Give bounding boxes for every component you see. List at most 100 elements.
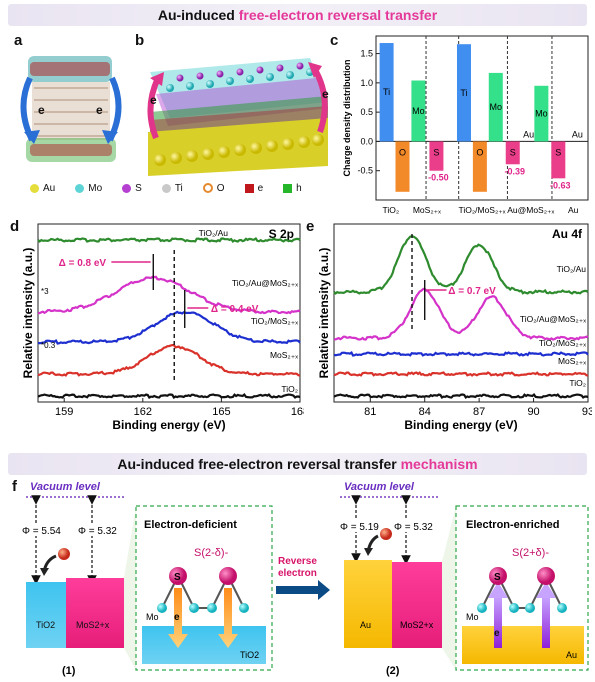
- structure-b: e e: [147, 58, 329, 176]
- d-delta-2: Δ = 0.4 eV: [211, 304, 259, 315]
- spectrum-label: TiO₂: [281, 384, 298, 394]
- right-s-atom-2: [537, 567, 555, 585]
- legend-swatch-S: [122, 183, 132, 193]
- legend-swatch-Au: [30, 183, 39, 193]
- spectrum-TiO2: [333, 392, 589, 400]
- left-zoom-box: [135, 505, 273, 671]
- legend-item-h: h: [283, 183, 302, 194]
- chart-c-bar-Ti: [379, 43, 394, 142]
- left-s-atom-2: [219, 567, 237, 585]
- b-e-right: e: [322, 87, 329, 101]
- chart-c-bar-S: [429, 141, 444, 171]
- electron-arrow-right: [107, 76, 122, 142]
- right-up-arrow-2: [536, 582, 556, 598]
- right-phi2: Φ = 5.32: [394, 522, 433, 533]
- chart-c-bar-Mo: [411, 80, 426, 142]
- spectrum-TiO2/MoS2+x: [37, 310, 301, 345]
- mechanism-title-plain: Au-induced free-electron reversal transf…: [117, 456, 401, 472]
- left-s-atom-1: [169, 567, 187, 585]
- chart-c-bar-Ti: [456, 44, 471, 142]
- right-block2-label: MoS2+x: [400, 620, 434, 630]
- chart-d-ylabel: Relative intensity (a.u.): [21, 248, 35, 379]
- xtick-label: 165: [212, 406, 230, 418]
- legend-swatch-O: [202, 183, 213, 193]
- legend-label: e: [257, 182, 264, 194]
- legend-item-Mo: Mo: [75, 183, 102, 194]
- panel-label-c: c: [330, 32, 339, 49]
- chart-c-group-label: TiO₂/MoS₂₊ₓ: [458, 205, 505, 215]
- legend-swatch-Ti: [161, 183, 171, 193]
- right-e-label: e: [494, 628, 500, 639]
- chart-c-bar-label: Ti: [383, 87, 390, 97]
- chart-c-bar-O: [395, 141, 410, 192]
- spectrum-label: TiO₂/Au: [557, 264, 587, 274]
- panel-label-b: b: [135, 32, 145, 49]
- chart-e-title: Au 4f: [552, 227, 583, 241]
- mechanism-diagram: Vacuum level Φ = 5.54 Φ = 5.32 TiO2 MoS2…: [22, 481, 589, 677]
- chart-c-ytick-label: 1.5: [360, 49, 373, 59]
- legend-swatch-h: [283, 183, 293, 193]
- spectrum-label: TiO₂/MoS₂₊ₓ: [251, 316, 298, 326]
- right-au-block: [344, 560, 392, 648]
- title-highlight: free-electron reversal transfer: [238, 7, 438, 23]
- right-s-label: S: [494, 572, 501, 583]
- chart-c-bar-label: S: [555, 147, 561, 157]
- left-mos2-block: [66, 578, 124, 648]
- left-down-arrow-1: [168, 588, 188, 648]
- right-au-base: [462, 626, 584, 664]
- legend-swatch-e: [244, 183, 254, 193]
- figure-title-banner: Au-induced free-electron reversal transf…: [8, 4, 587, 26]
- structure-illustrations: e e: [20, 56, 329, 176]
- spectrum-multiplier: *0.3: [41, 341, 56, 350]
- spectrum-label: TiO₂/Au: [199, 228, 229, 238]
- legend-label: Au: [43, 182, 56, 194]
- right-s-atom-1: [489, 567, 507, 585]
- spectrum-TiO2/Au: [333, 235, 589, 295]
- b-arrow-right: [311, 66, 328, 133]
- chart-d-title: S 2p: [269, 227, 294, 241]
- spectrum-label: TiO₂/Au@MoS₂₊ₓ: [520, 314, 586, 324]
- left-down-arrow-2: [218, 588, 238, 648]
- right-sulfur-charge: S(2+δ)-: [512, 547, 549, 559]
- legend-swatch-Mo: [75, 183, 85, 193]
- left-tio2-base: [142, 626, 266, 664]
- chart-e-frame: [333, 223, 589, 403]
- chart-c-group-label: Au@MoS₂₊ₓ: [507, 205, 554, 215]
- left-box-title: Electron-deficient: [144, 519, 237, 531]
- chart-c-ylabel: Charge density distribution: [342, 59, 352, 176]
- spectrum-TiO2/Au: [37, 236, 301, 244]
- spectrum-MoS2+x: [333, 371, 589, 377]
- mechanism-title-highlight: mechanism: [400, 456, 478, 472]
- au4f-spectra-chart: 81 84 87 90 93 Binding energy (eV) Relative in…: [317, 223, 592, 432]
- reverse-label: Reverse: [278, 556, 317, 567]
- charge-density-chart: 1.5 1.0 0.5 0.0 -0.5 Charge density distribut…: [342, 35, 589, 215]
- chart-c-bar-label: Ti: [460, 88, 467, 98]
- chart-c-bar-Mo: [534, 85, 549, 142]
- right-base-label: Au: [566, 650, 577, 660]
- spectrum-MoS2+x: [37, 344, 301, 377]
- right-up-arrow-1: [488, 582, 508, 598]
- left-phi1: Φ = 5.54: [22, 526, 61, 537]
- chart-c-bar-label: O: [399, 147, 406, 157]
- chart-c-bar-label: Au: [523, 129, 534, 139]
- chart-c-bar-Mo: [488, 72, 503, 142]
- right-electron-icon: [380, 528, 392, 540]
- legend-label: O: [216, 182, 225, 194]
- e-delta: Δ = 0.7 eV: [448, 286, 496, 297]
- legend-label: S: [135, 182, 142, 194]
- left-sulfur-charge: S(2-δ)-: [194, 547, 229, 559]
- right-phi1: Φ = 5.19: [340, 522, 379, 533]
- mechanism-banner: Au-induced free-electron reversal transf…: [8, 453, 587, 475]
- right-mo-label: Mo: [466, 612, 479, 622]
- legend-item-Au: Au: [30, 183, 55, 194]
- right-box-title: Electron-enriched: [466, 519, 560, 531]
- chart-c-ytick-label: 0.0: [360, 136, 373, 146]
- left-tio2-block: [26, 582, 66, 648]
- chart-c-group-label: MoS₂₊ₓ: [413, 205, 441, 215]
- right-number: (2): [386, 665, 400, 677]
- chart-c-value-label: -0.39: [504, 166, 525, 176]
- chart-c-bar-O: [472, 141, 487, 192]
- left-phi2: Φ = 5.32: [78, 526, 117, 537]
- xtick-label: 81: [364, 406, 376, 418]
